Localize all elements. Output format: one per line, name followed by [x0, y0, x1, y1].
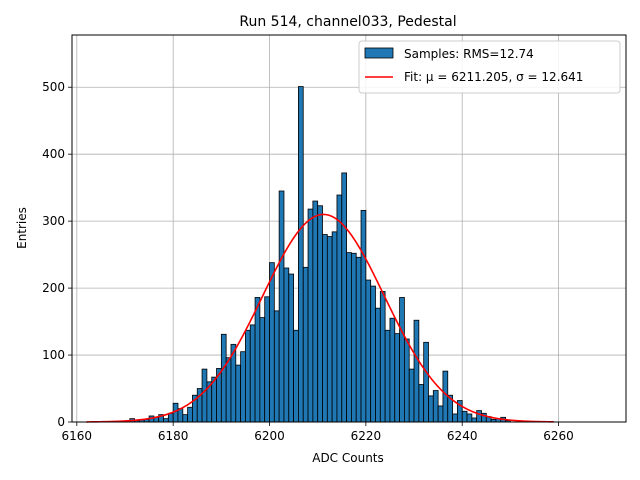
histogram-bar	[399, 297, 405, 423]
y-tick-label: 200	[42, 281, 65, 295]
legend-samples-label: Samples: RMS=12.74	[404, 47, 534, 61]
histogram-bar	[346, 252, 352, 423]
histogram-bar	[442, 370, 449, 423]
histogram-bars	[129, 86, 511, 423]
y-tick-label: 400	[42, 147, 65, 161]
y-tick-label: 500	[42, 80, 65, 94]
histogram-bar	[273, 310, 280, 423]
histogram-bar	[360, 210, 367, 423]
histogram-bar	[307, 208, 314, 423]
histogram-bar	[370, 285, 376, 423]
x-tick-label: 6180	[158, 429, 189, 443]
histogram-bar	[384, 329, 391, 423]
y-axis-ticks: 0 100 200 300 400 500	[42, 80, 72, 429]
histogram-bar	[341, 172, 347, 423]
legend: Samples: RMS=12.74 Fit: μ = 6211.205, σ …	[358, 40, 621, 94]
histogram-bar	[235, 364, 242, 423]
histogram-bar	[249, 324, 256, 423]
histogram-bar	[428, 395, 434, 423]
histogram-bar	[379, 291, 386, 423]
histogram-bar	[177, 408, 184, 423]
plot-frame	[71, 34, 627, 423]
histogram-bar	[466, 413, 473, 423]
histogram-bar	[375, 307, 381, 423]
histogram-bar	[283, 267, 290, 423]
histogram-bar	[182, 414, 189, 423]
legend-fit-label: Fit: μ = 6211.205, σ = 12.641	[404, 70, 583, 84]
legend-samples-swatch	[364, 47, 394, 59]
histogram-bar	[452, 413, 458, 423]
legend-box	[358, 40, 621, 94]
histogram-bar	[288, 273, 295, 423]
y-tick-label: 300	[42, 214, 65, 228]
histogram-bar	[163, 418, 169, 423]
histogram-bar	[220, 333, 227, 423]
histogram-bar	[317, 205, 323, 423]
histogram-bar	[365, 279, 372, 423]
x-axis-ticks: 6160 6180 6200 6220 6240 6260	[62, 422, 574, 443]
histogram-bar	[240, 351, 246, 423]
histogram-bar	[423, 341, 429, 423]
histogram-bar	[331, 231, 338, 423]
histogram-bar	[269, 262, 275, 423]
x-tick-label: 6240	[447, 429, 478, 443]
histogram-bar	[437, 405, 444, 423]
y-axis-label: Entries	[15, 207, 29, 249]
histogram-bar	[225, 357, 232, 423]
chart-title: Run 514, channel033, Pedestal	[239, 14, 456, 30]
histogram-bar	[476, 410, 482, 423]
histogram-bar	[413, 319, 420, 423]
histogram-bar	[201, 368, 208, 423]
histogram-bar	[322, 234, 328, 423]
x-axis-label: ADC Counts	[312, 451, 384, 465]
histogram-bar	[432, 390, 439, 423]
histogram-bar	[278, 190, 285, 423]
histogram-bar	[336, 194, 343, 423]
histogram-bar	[408, 368, 415, 423]
x-tick-label: 6200	[254, 429, 285, 443]
y-tick-label: 100	[42, 348, 65, 362]
histogram-bar	[259, 317, 266, 423]
histogram-bar	[403, 338, 410, 423]
histogram-bar	[389, 317, 396, 423]
histogram-bar	[298, 86, 304, 423]
histogram-bar	[394, 333, 400, 423]
histogram-bar	[187, 406, 193, 423]
histogram-bar	[302, 266, 309, 423]
histogram-bar	[471, 417, 478, 423]
histogram-bar	[245, 329, 251, 423]
y-tick-label: 0	[57, 415, 65, 429]
histogram-bar	[351, 252, 357, 423]
gaussian-fit-curve	[86, 213, 554, 423]
histogram-bar	[461, 410, 468, 423]
fit-curve-layer	[86, 213, 554, 423]
histogram-bar	[293, 329, 299, 423]
x-tick-label: 6160	[62, 429, 93, 443]
histogram-bar	[355, 256, 362, 423]
x-tick-label: 6260	[543, 429, 574, 443]
histogram-bar	[326, 236, 333, 423]
grid-lines	[72, 35, 626, 423]
histogram-bar	[264, 296, 270, 423]
histogram-bar	[418, 384, 425, 423]
histogram-bar	[312, 200, 319, 423]
histogram-bar	[254, 297, 261, 423]
x-tick-label: 6220	[351, 429, 382, 443]
histogram-bar	[167, 412, 174, 423]
